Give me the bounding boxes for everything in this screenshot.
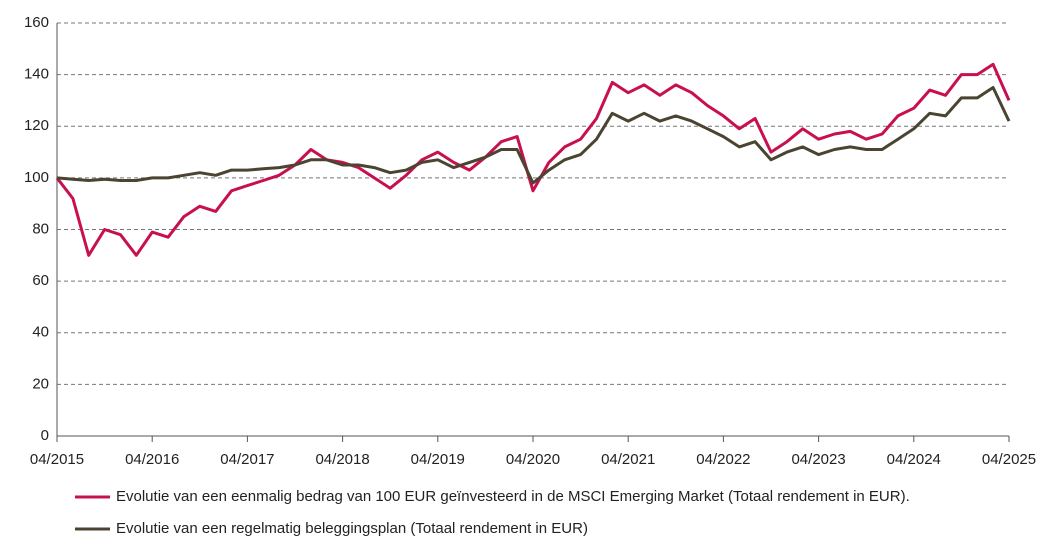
x-tick-label: 04/2015 <box>30 451 84 468</box>
legend-label: Evolutie van een regelmatig beleggingspl… <box>116 520 588 537</box>
y-tick-label: 40 <box>32 324 49 341</box>
y-tick-label: 0 <box>41 427 49 444</box>
y-tick-label: 80 <box>32 220 49 237</box>
x-tick-label: 04/2023 <box>791 451 845 468</box>
x-tick-label: 04/2025 <box>982 451 1036 468</box>
y-tick-label: 100 <box>24 169 49 186</box>
x-tick-label: 04/2020 <box>506 451 560 468</box>
y-tick-label: 160 <box>24 14 49 31</box>
legend-label: Evolutie van een eenmalig bedrag van 100… <box>116 488 910 505</box>
y-tick-label: 120 <box>24 117 49 134</box>
x-tick-label: 04/2019 <box>411 451 465 468</box>
series-line <box>55 62 1011 257</box>
y-tick-label: 140 <box>24 66 49 83</box>
y-tick-label: 20 <box>32 375 49 392</box>
x-tick-label: 04/2021 <box>601 451 655 468</box>
x-tick-label: 04/2018 <box>315 451 369 468</box>
y-tick-label: 60 <box>32 272 49 289</box>
x-tick-label: 04/2016 <box>125 451 179 468</box>
x-tick-label: 04/2024 <box>887 451 941 468</box>
x-tick-label: 04/2022 <box>696 451 750 468</box>
x-tick-label: 04/2017 <box>220 451 274 468</box>
series-line <box>56 86 1011 185</box>
